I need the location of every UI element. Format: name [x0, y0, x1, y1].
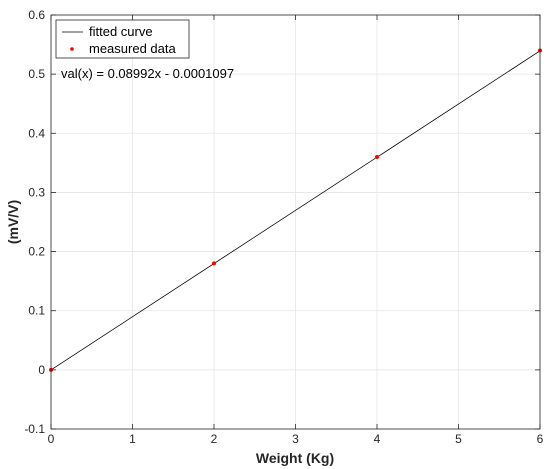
ticks: 0 1 2 3 4 5 6-0.100.10.20.30.40.50.6 [24, 8, 543, 446]
fitted-curve-line [50, 50, 541, 371]
y-axis-label: (mV/V) [5, 200, 21, 244]
legend-box [55, 19, 190, 59]
y-tick-label: 0.3 [28, 185, 45, 199]
x-tick-label: 0 [48, 432, 55, 446]
series-layer [49, 48, 542, 372]
y-tick-label: 0.1 [28, 304, 45, 318]
y-tick-label: 0.2 [28, 245, 45, 259]
x-tick-label: 5 [455, 432, 462, 446]
y-tick-label: -0.1 [24, 422, 45, 436]
y-tick-label: 0.5 [28, 67, 45, 81]
y-tick-label: 0 [38, 363, 45, 377]
x-tick-label: 2 [211, 432, 218, 446]
fit-equation: val(x) = 0.08992x - 0.0001097 [61, 66, 234, 81]
x-tick-label: 1 [129, 432, 136, 446]
x-tick-label: 3 [292, 432, 299, 446]
y-tick-label: 0.4 [28, 126, 45, 140]
x-tick-label: 6 [537, 432, 544, 446]
legend-marker-swatch [70, 47, 74, 51]
x-axis-label: Weight (Kg) [256, 450, 334, 466]
legend-entry-fitted-curve: fitted curve [89, 24, 153, 39]
legend: fitted curve measured data [55, 19, 190, 59]
measured-data-point [375, 154, 379, 159]
legend-entry-measured-data: measured data [89, 41, 176, 56]
y-tick-label: 0.6 [28, 8, 45, 22]
measured-data-point [212, 261, 216, 266]
x-tick-label: 4 [374, 432, 381, 446]
